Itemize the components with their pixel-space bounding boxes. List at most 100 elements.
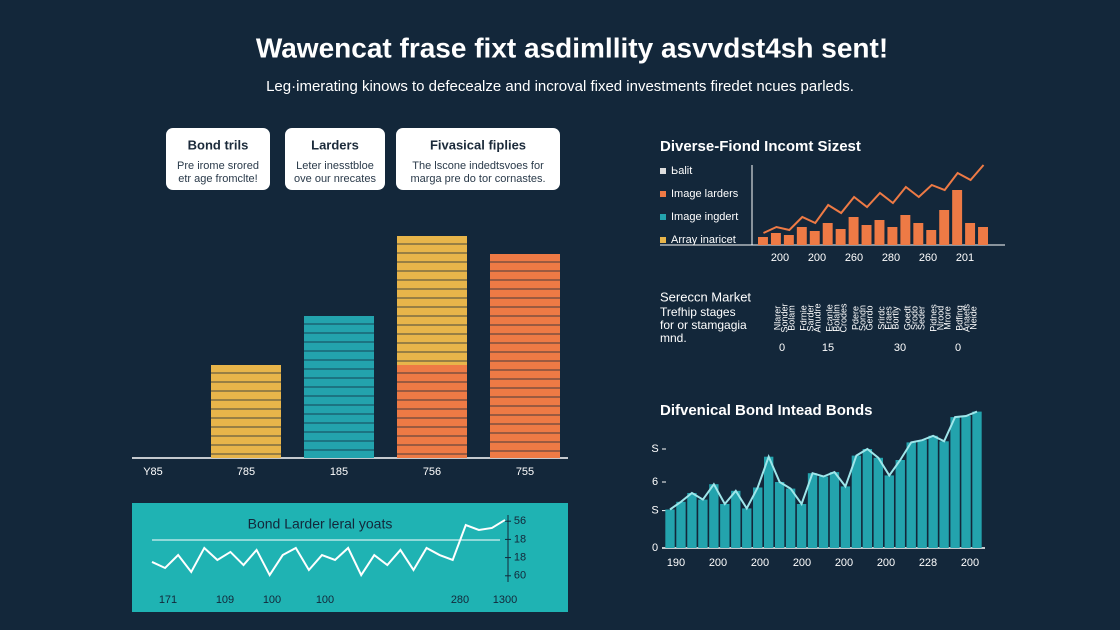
x-tick-label: 200 <box>793 557 811 569</box>
area-bar <box>665 509 675 548</box>
market-column-text: Seder <box>916 306 926 330</box>
legend-label: Image ingdert <box>671 211 738 223</box>
bar <box>861 225 872 245</box>
card-title: Larders <box>311 137 359 152</box>
card-text: marga pre do tor cornastes. <box>410 173 545 185</box>
bar <box>926 230 937 245</box>
area-bar <box>884 475 894 548</box>
market-number: 30 <box>894 342 906 354</box>
area-bar <box>829 472 840 548</box>
card-text: Pre irome srored <box>177 160 259 172</box>
bar <box>835 229 846 245</box>
area-line <box>669 410 978 511</box>
area-bar <box>917 440 927 548</box>
chart-title: Diverse-Fiond Incomt Sizest <box>660 138 861 155</box>
area-bar <box>742 508 752 548</box>
y-tick-label: S <box>651 505 658 517</box>
legend-swatch <box>660 191 666 197</box>
area-bar <box>785 488 796 548</box>
area-bar <box>753 487 763 548</box>
bar <box>397 236 467 365</box>
market-column-text: Nrood <box>935 306 945 331</box>
market-column-text: Srodo <box>909 306 919 330</box>
card-title: Fivasical fiplies <box>430 137 526 152</box>
chart-title: Difvenical Bond Intead Bonds <box>660 402 873 419</box>
y-tick-label: S <box>651 443 658 455</box>
title: Wawencat frase fixt asdimllity asvvdst4s… <box>256 32 888 63</box>
area-bar <box>676 501 686 548</box>
x-tick-label: 201 <box>956 252 974 264</box>
market-text: Trefhip stages <box>660 305 736 319</box>
market-column-text: Ecanle <box>824 304 834 332</box>
legend-label: Ьalit <box>671 165 692 177</box>
bar <box>809 231 820 245</box>
card-text: ove our nrecates <box>294 173 376 185</box>
x-tick-label: 1300 <box>493 594 517 606</box>
market-column-text: Nlarer <box>772 306 782 331</box>
bar <box>848 217 859 245</box>
x-tick-label: 785 <box>237 466 255 478</box>
area-bar <box>840 486 851 548</box>
market-column-text: Pdere <box>850 306 860 330</box>
y-tick-label: 6 <box>652 476 658 488</box>
y-tick-label: 60 <box>514 570 526 582</box>
market-column-text: Srirdc <box>876 306 886 330</box>
market-text: mnd. <box>660 331 687 345</box>
market-number: 0 <box>955 342 961 354</box>
bar <box>822 223 833 245</box>
market-column-text: Goedt <box>902 305 912 330</box>
area-bar <box>961 416 971 548</box>
area-bar <box>895 460 905 548</box>
bar <box>900 215 911 245</box>
market-column-text: Bolalm <box>831 304 841 332</box>
y-tick-label: 18 <box>514 533 526 545</box>
bar <box>965 223 976 245</box>
subtitle: Leg·imerating kinows to defecealze and i… <box>266 78 854 95</box>
area-bar <box>731 490 741 548</box>
market-column-text: Bdfing <box>954 305 964 331</box>
area-bar <box>796 504 807 548</box>
area-bar <box>720 504 730 548</box>
market-column-text: Neide <box>968 306 978 330</box>
y-tick-label: 56 <box>514 515 526 527</box>
market-column-text: Bortly <box>890 306 900 330</box>
market-column-text: Bolam <box>786 305 796 331</box>
area-bar <box>906 442 916 548</box>
bar <box>211 365 281 458</box>
market-column-text: Sonder <box>779 303 789 332</box>
bar <box>874 220 885 245</box>
area-bar <box>873 457 884 548</box>
market-column-text: Anaets <box>961 303 971 332</box>
x-tick-label: 260 <box>845 252 863 264</box>
market-column-text: Crodes <box>838 303 848 333</box>
x-tick-label: 200 <box>751 557 769 569</box>
market-title: Sereccn Market <box>660 289 751 304</box>
x-tick-label: 280 <box>451 594 469 606</box>
card <box>166 128 270 190</box>
card <box>285 128 385 190</box>
bar <box>783 235 794 245</box>
x-tick-label: 200 <box>771 252 789 264</box>
area-bar <box>851 455 862 548</box>
market-column-text: Anudre <box>812 303 822 332</box>
market-column-text: Sondn <box>857 305 867 331</box>
bar <box>770 233 781 245</box>
market-column-text: Pidnes <box>928 304 938 332</box>
area-bar <box>807 473 818 548</box>
area-bar <box>972 411 982 548</box>
bar <box>796 227 807 245</box>
area-bar <box>763 456 774 548</box>
area-bar <box>774 482 785 548</box>
card-text: Leter inesstbloe <box>296 160 374 172</box>
x-tick-label: 200 <box>709 557 727 569</box>
bar <box>397 365 467 458</box>
line <box>763 164 985 234</box>
legend-swatch <box>660 237 666 243</box>
x-tick-label: 100 <box>316 594 334 606</box>
legend-label: Array inaricet <box>671 234 736 246</box>
x-tick-label: Y85 <box>143 466 163 478</box>
card-title: Bond trils <box>188 137 249 152</box>
x-tick-label: 228 <box>919 557 937 569</box>
x-tick-label: 100 <box>263 594 281 606</box>
